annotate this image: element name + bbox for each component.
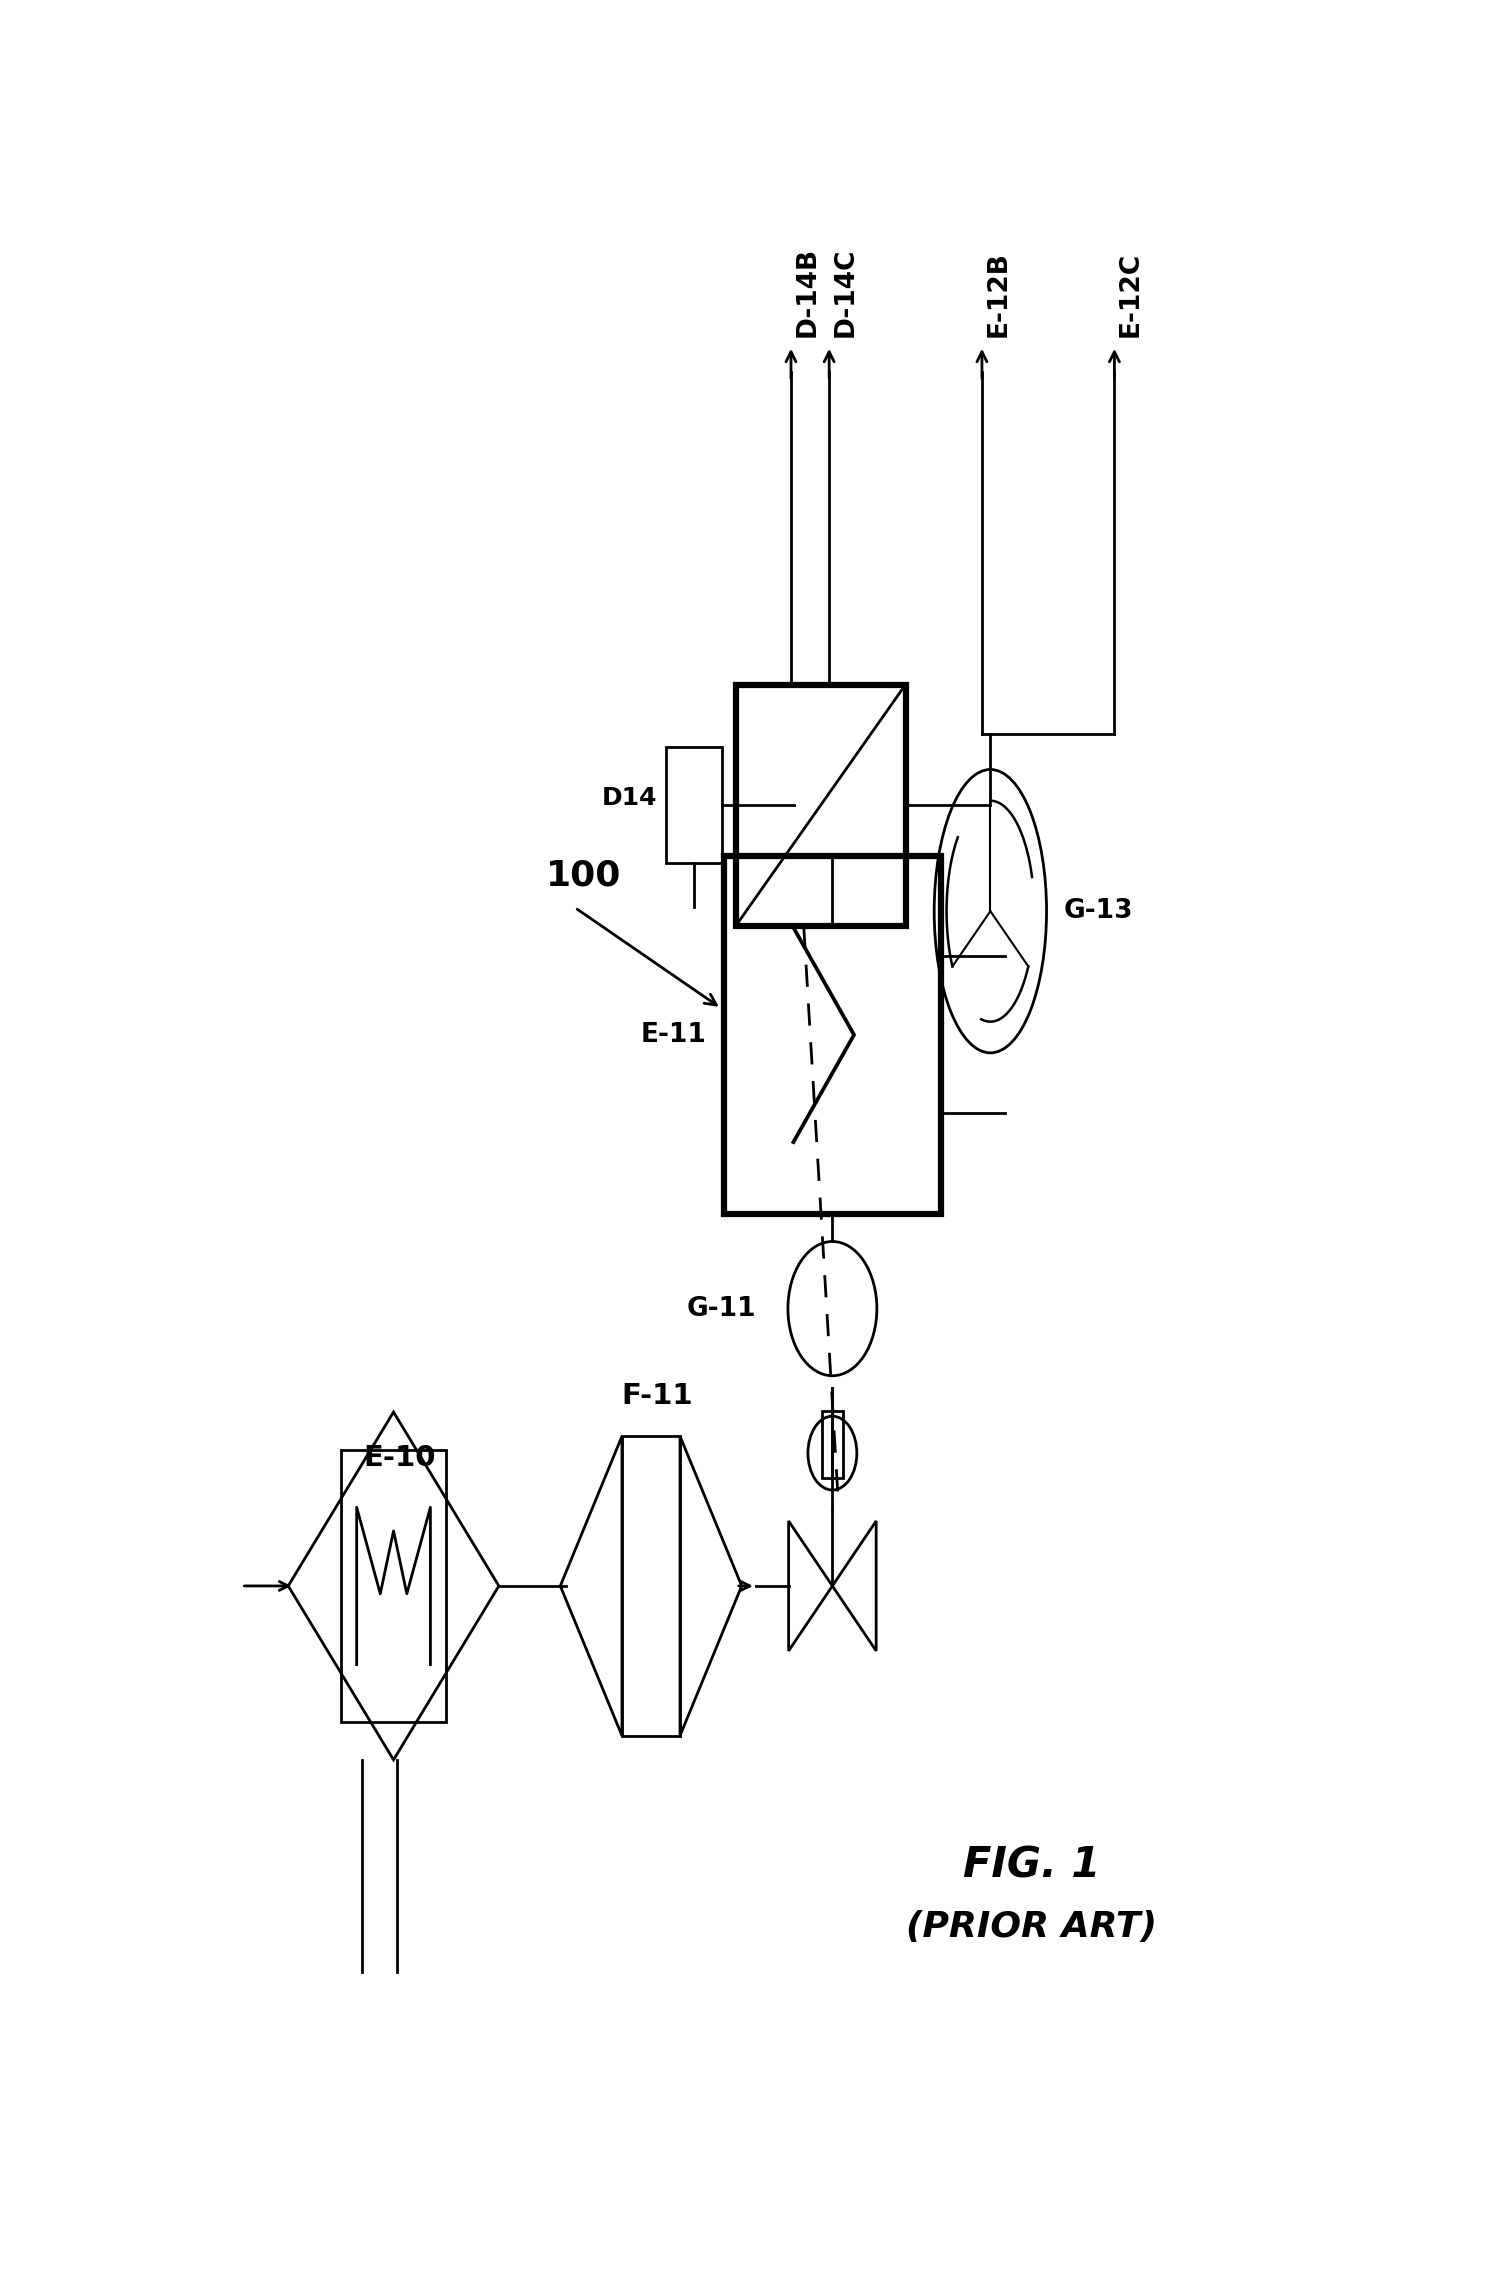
Bar (821, 1411, 843, 1477)
Text: E-11: E-11 (640, 1021, 707, 1048)
Text: F-11: F-11 (621, 1381, 693, 1411)
Text: 100: 100 (545, 858, 621, 892)
Text: (PRIOR ART): (PRIOR ART) (906, 1911, 1157, 1943)
Text: E-10: E-10 (362, 1445, 436, 1473)
Text: FIG. 1: FIG. 1 (963, 1844, 1099, 1886)
Text: G-13: G-13 (1065, 899, 1134, 924)
Text: D-14C: D-14C (832, 248, 859, 337)
Bar (725, 856, 941, 1214)
Bar (735, 684, 906, 927)
Text: E-12B: E-12B (986, 252, 1012, 337)
Bar (622, 1436, 680, 1737)
Bar (666, 748, 722, 863)
Text: G-11: G-11 (687, 1296, 757, 1321)
Text: D-14B: D-14B (794, 248, 820, 337)
Text: E-12C: E-12C (1117, 252, 1145, 337)
Bar (341, 1450, 447, 1720)
Text: D14: D14 (601, 787, 657, 810)
